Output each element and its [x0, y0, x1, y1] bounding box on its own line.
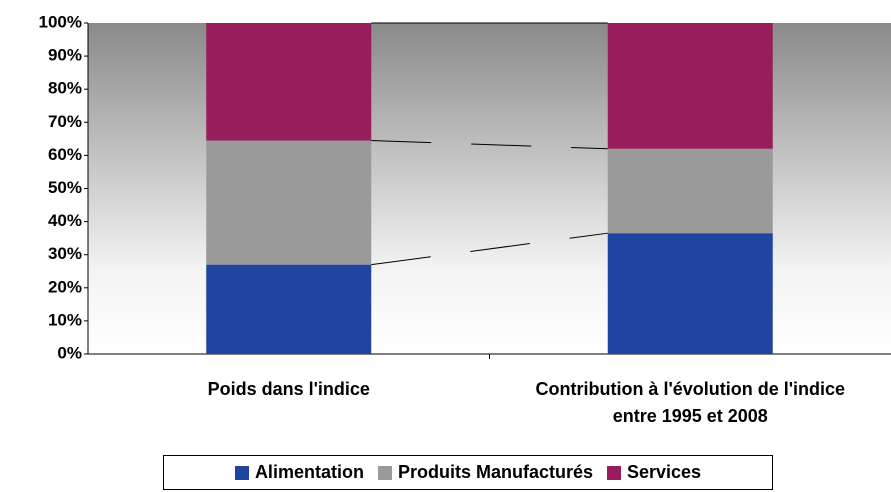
- y-tick-label: 20%: [48, 277, 82, 296]
- legend: Alimentation Produits Manufacturés Service…: [163, 455, 773, 490]
- legend-item: Services: [606, 462, 702, 483]
- bar-segment: [607, 233, 773, 354]
- legend-item: Alimentation: [234, 462, 364, 483]
- y-tick-label: 50%: [48, 178, 82, 197]
- legend-swatch: [234, 465, 249, 480]
- legend-label: Produits Manufacturés: [397, 462, 593, 482]
- legend-item: Produits Manufacturés: [377, 462, 593, 483]
- legend-label: Services: [626, 462, 702, 482]
- y-tick-label: 40%: [48, 211, 82, 230]
- y-tick-label: 10%: [48, 310, 82, 329]
- y-tick-label: 30%: [48, 244, 82, 263]
- y-tick-label: 70%: [48, 112, 82, 131]
- series-line: [371, 140, 608, 150]
- bar-segment: [206, 140, 372, 265]
- y-tick-label: 60%: [48, 145, 82, 164]
- y-tick-label: 100%: [39, 12, 82, 31]
- bar-segment: [607, 23, 773, 149]
- y-tick-label: 0%: [57, 343, 82, 362]
- x-tick-label: Contribution à l'évolution de l'indice e…: [535, 379, 846, 426]
- series-line: [371, 232, 608, 266]
- x-tick-label: Poids dans l'indice: [207, 379, 370, 399]
- bar-segment: [206, 264, 372, 354]
- y-tick-label: 80%: [48, 79, 82, 98]
- legend-swatch: [377, 465, 392, 480]
- bar-segment: [607, 148, 773, 234]
- bar-segment: [206, 23, 372, 141]
- legend-label: Alimentation: [254, 462, 364, 482]
- legend-swatch: [606, 465, 621, 480]
- y-tick-label: 90%: [48, 46, 82, 65]
